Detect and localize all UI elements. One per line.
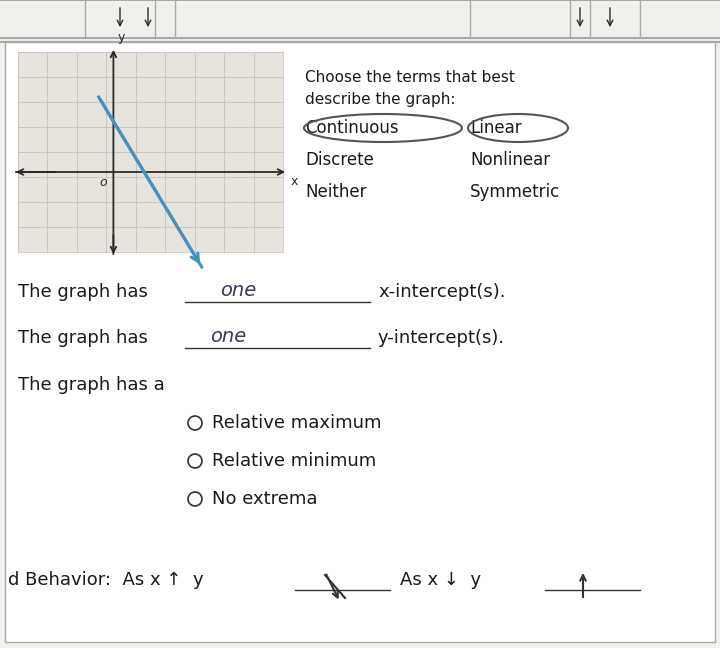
Text: one: one [210,327,246,345]
Text: Symmetric: Symmetric [470,183,560,201]
Text: Relative minimum: Relative minimum [212,452,377,470]
Text: y: y [117,31,125,44]
Text: Neither: Neither [305,183,366,201]
Text: The graph has: The graph has [18,329,148,347]
Text: Nonlinear: Nonlinear [470,151,550,169]
Text: The graph has: The graph has [18,283,148,301]
Text: The graph has a: The graph has a [18,376,165,394]
Text: Choose the terms that best: Choose the terms that best [305,70,515,85]
Text: As x ↓  y: As x ↓ y [400,571,481,589]
Text: d Behavior:  As x ↑  y: d Behavior: As x ↑ y [8,571,204,589]
Text: describe the graph:: describe the graph: [305,92,456,107]
Text: Linear: Linear [470,119,521,137]
Bar [18,52,283,252]
Text: x: x [291,175,298,188]
Text: Continuous: Continuous [305,119,399,137]
Text: o: o [99,176,107,189]
FancyBboxPatch shape [5,42,715,642]
Text: Discrete: Discrete [305,151,374,169]
Text: No extrema: No extrema [212,490,318,508]
Text: x-intercept(s).: x-intercept(s). [378,283,505,301]
Text: one: one [220,281,256,299]
Text: y-intercept(s).: y-intercept(s). [378,329,505,347]
Text: Relative maximum: Relative maximum [212,414,382,432]
